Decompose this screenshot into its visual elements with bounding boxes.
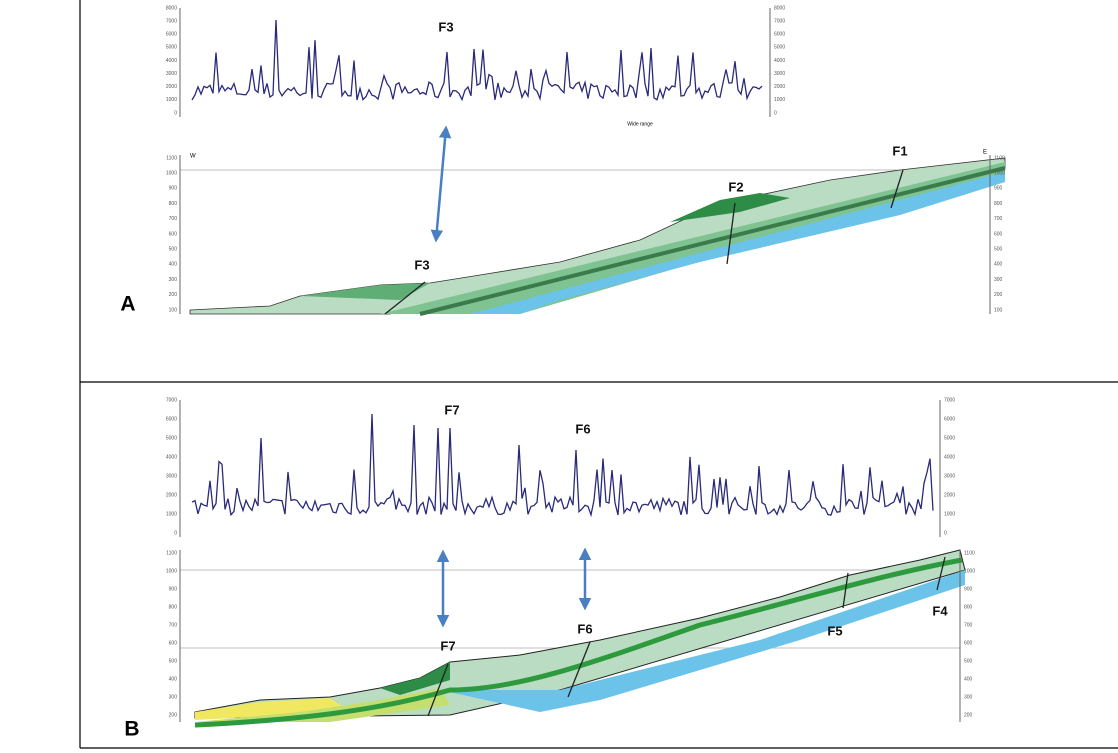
signal-annotation: F6 [575, 421, 590, 436]
section-tick-label: 400 [964, 676, 973, 682]
section-tick-label: 400 [169, 262, 178, 268]
signal-tick-label: 1000 [166, 97, 177, 103]
section-tick-label: 500 [169, 247, 178, 253]
section-tick-label: 200 [964, 712, 973, 718]
section-tick-label: 400 [994, 262, 1003, 268]
signal-tick-label: 5000 [166, 435, 177, 441]
signal-tick-label: 0 [774, 110, 777, 116]
signal-tick-label: 2000 [166, 84, 177, 90]
figure: A800070006000500040003000200010000800070… [0, 0, 1118, 753]
section-tick-label: 300 [169, 277, 178, 283]
section-tick-label: 1100 [964, 550, 975, 556]
section-tick-label: 800 [964, 604, 973, 610]
signal-tick-label: 5000 [774, 45, 785, 51]
signal-tick-label: 1000 [774, 97, 785, 103]
signal-tick-label: 3000 [944, 473, 955, 479]
section-tick-label: 1100 [166, 155, 177, 161]
panel-label: A [120, 293, 135, 316]
signal-tick-label: 2000 [944, 492, 955, 498]
section-tick-label: 1000 [964, 568, 975, 574]
section-tick-label: 900 [169, 586, 178, 592]
signal-tick-label: 8000 [774, 5, 785, 11]
signal-annotation: F3 [438, 19, 453, 34]
section-tick-label: 500 [169, 658, 178, 664]
panel-label: B [124, 718, 139, 741]
signal-annotation: F7 [444, 402, 459, 417]
signal-tick-label: 0 [174, 110, 177, 116]
fault-label: F7 [440, 638, 455, 653]
table-frame [80, 0, 1118, 748]
signal-trace [192, 414, 933, 515]
section-tick-label: 500 [964, 658, 973, 664]
fault-label: F2 [728, 179, 743, 194]
section-tick-label: 700 [169, 622, 178, 628]
signal-tick-label: 3000 [166, 71, 177, 77]
signal-tick-label: 4000 [166, 58, 177, 64]
section-tick-label: 200 [169, 712, 178, 718]
section-tick-label: 600 [169, 640, 178, 646]
section-tick-label: 300 [964, 694, 973, 700]
signal-tick-label: 5000 [166, 45, 177, 51]
section-tick-label: 600 [169, 231, 178, 237]
section-tick-label: 300 [994, 277, 1003, 283]
signal-tick-label: 3000 [774, 71, 785, 77]
signal-tick-label: 0 [174, 530, 177, 536]
section-tick-label: 800 [994, 201, 1003, 207]
signal-tick-label: 4000 [166, 454, 177, 460]
section-tick-label: 1100 [166, 550, 177, 556]
signal-tick-label: 3000 [166, 473, 177, 479]
fault-label: F3 [414, 257, 429, 272]
signal-tick-label: 5000 [944, 435, 955, 441]
section-tick-label: 1000 [166, 568, 177, 574]
section-tick-label: 600 [964, 640, 973, 646]
section-end: W [190, 154, 196, 160]
section-tick-label: 700 [994, 216, 1003, 222]
fault-label: F5 [827, 623, 842, 638]
signal-tick-label: 4000 [944, 454, 955, 460]
signal-tick-label: 1000 [944, 511, 955, 517]
section-tick-label: 300 [169, 694, 178, 700]
signal-tick-label: 6000 [944, 416, 955, 422]
section-b [180, 550, 965, 725]
section-tick-label: 200 [994, 292, 1003, 298]
signal-trace [192, 20, 762, 100]
signal-tick-label: 2000 [166, 492, 177, 498]
section-tick-label: 500 [994, 247, 1003, 253]
signal-tick-label: 6000 [166, 32, 177, 38]
signal-tick-label: 8000 [166, 5, 177, 11]
section-tick-label: 800 [169, 201, 178, 207]
section-tick-label: 1000 [994, 171, 1005, 177]
section-tick-label: 900 [169, 186, 178, 192]
signal-tick-label: 7000 [166, 397, 177, 403]
fault-label: F1 [892, 143, 907, 158]
section-tick-label: 1000 [166, 171, 177, 177]
section-tick-label: 600 [994, 231, 1003, 237]
signal-tick-label: 2000 [774, 84, 785, 90]
labels: A800070006000500040003000200010000800070… [120, 5, 1005, 740]
section-tick-label: 900 [994, 186, 1003, 192]
section-a [160, 152, 1010, 316]
signal-tick-label: 0 [944, 530, 947, 536]
section-end: E [983, 150, 987, 156]
section-tick-label: 100 [994, 307, 1003, 313]
section-tick-label: 200 [169, 292, 178, 298]
signal-tick-label: 6000 [774, 32, 785, 38]
section-tick-label: 100 [169, 307, 178, 313]
signal-tick-label: 7000 [944, 397, 955, 403]
fault-label: F6 [577, 621, 592, 636]
fault-label: F4 [932, 603, 948, 618]
signal-tick-label: 7000 [166, 18, 177, 24]
section-tick-label: 400 [169, 676, 178, 682]
section-tick-label: 700 [169, 216, 178, 222]
section-tick-label: 700 [964, 622, 973, 628]
signal-tick-label: 7000 [774, 18, 785, 24]
signal-tick-label: 6000 [166, 416, 177, 422]
section-tick-label: 1100 [994, 155, 1005, 161]
section-tick-label: 900 [964, 586, 973, 592]
section-tick-label: 800 [169, 604, 178, 610]
signal-note: Wide range [627, 121, 653, 127]
signal-tick-label: 4000 [774, 58, 785, 64]
signal-tick-label: 1000 [166, 511, 177, 517]
